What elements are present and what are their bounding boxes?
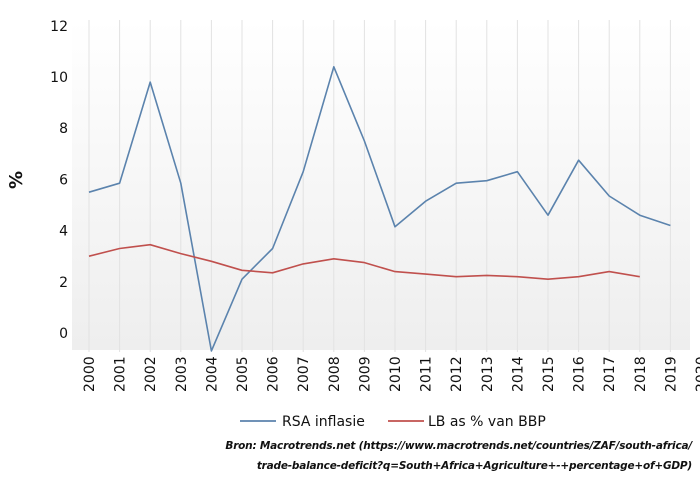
x-tick-2012: 2012: [449, 356, 465, 392]
y-tick-8: 8: [59, 121, 68, 137]
x-tick-2008: 2008: [327, 356, 343, 392]
x-tick-2013: 2013: [480, 356, 496, 392]
series-lines: [88, 66, 671, 352]
y-axis-ticks: 0 2 4 6 8 10 12: [50, 19, 68, 342]
source-line-1: Bron: Macrotrends.net (https://www.macro…: [225, 440, 692, 452]
legend: RSA inflasie LB as % van BBP: [240, 414, 546, 430]
x-tick-2017: 2017: [602, 356, 618, 392]
y-tick-2: 2: [59, 275, 68, 291]
x-tick-2005: 2005: [235, 356, 251, 392]
x-tick-2010: 2010: [388, 356, 404, 392]
y-tick-4: 4: [59, 224, 68, 240]
legend-label-0: RSA inflasie: [282, 414, 365, 430]
y-tick-6: 6: [59, 172, 68, 188]
x-tick-2003: 2003: [174, 356, 190, 392]
y-tick-12: 12: [50, 19, 68, 35]
legend-label-1: LB as % van BBP: [428, 414, 546, 430]
x-tick-2020: 2020: [694, 356, 700, 392]
x-tick-2006: 2006: [266, 356, 282, 392]
y-tick-0: 0: [59, 326, 68, 342]
series-line-lb-as-pct-bbp: [88, 243, 640, 281]
x-tick-2018: 2018: [633, 356, 649, 392]
x-tick-2007: 2007: [296, 356, 312, 392]
vertical-gridlines: [88, 20, 671, 352]
x-axis-ticks: 2000 2001 2002 2003 2004 2005 2006 2007 2008 2009…: [82, 356, 700, 392]
x-tick-2000: 2000: [82, 356, 98, 392]
x-tick-2011: 2011: [419, 356, 435, 392]
plot-background: [72, 20, 690, 350]
series-line-rsa-inflasie: [88, 66, 671, 352]
x-tick-2001: 2001: [113, 356, 129, 392]
source-line-2: trade-balance-deficit?q=South+Africa+Agr…: [256, 460, 692, 472]
x-tick-2015: 2015: [541, 356, 557, 392]
y-axis-label: %: [6, 171, 27, 189]
x-tick-2019: 2019: [663, 356, 679, 392]
source-note: Bron: Macrotrends.net (https://www.macro…: [222, 436, 692, 476]
x-tick-2002: 2002: [143, 356, 159, 392]
y-tick-10: 10: [50, 70, 68, 86]
x-tick-2009: 2009: [357, 356, 373, 392]
x-tick-2016: 2016: [572, 356, 588, 392]
x-tick-2014: 2014: [510, 356, 526, 392]
x-tick-2004: 2004: [204, 356, 220, 392]
